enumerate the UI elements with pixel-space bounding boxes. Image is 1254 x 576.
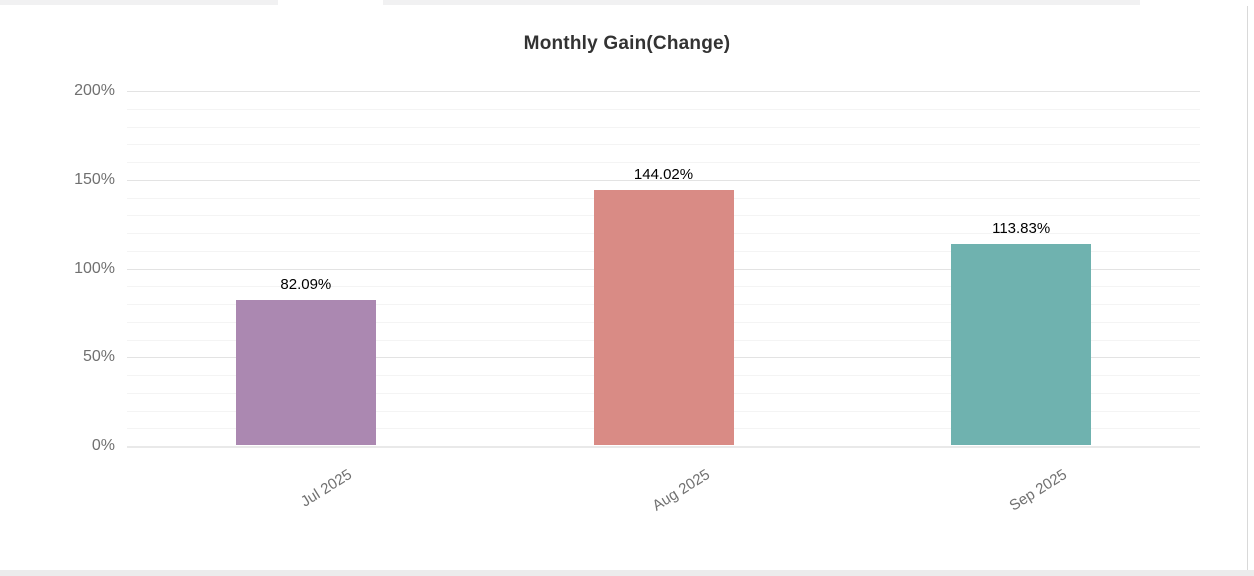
bar-value-label: 144.02% bbox=[633, 166, 694, 184]
gridline-minor bbox=[127, 126, 1200, 128]
y-tick-label: 0% bbox=[91, 437, 115, 454]
bar-jul-2025[interactable] bbox=[235, 300, 376, 445]
gridline-minor bbox=[127, 162, 1200, 163]
chart-title: Monthly Gain(Change) bbox=[523, 33, 731, 54]
gridline-major bbox=[127, 91, 1200, 92]
y-tick-label: 100% bbox=[74, 259, 115, 277]
y-tick-label: 200% bbox=[74, 82, 115, 99]
bar-sep-2025[interactable] bbox=[951, 243, 1092, 445]
x-tick-label: Sep 2025 bbox=[1006, 466, 1071, 515]
bar-value-label: 113.83% bbox=[992, 219, 1051, 237]
scrollbar-track[interactable] bbox=[1247, 6, 1248, 570]
bottom-edge-strip bbox=[0, 570, 1254, 576]
x-tick-label: Aug 2025 bbox=[649, 466, 713, 515]
x-axis-baseline bbox=[127, 446, 1200, 448]
bar-value-label: 82.09% bbox=[280, 276, 332, 294]
gridline-minor bbox=[127, 144, 1200, 146]
y-tick-label: 50% bbox=[82, 348, 115, 366]
top-edge-strip-middle bbox=[383, 0, 1140, 5]
gridline-major bbox=[127, 179, 1200, 181]
top-edge-strip-left bbox=[0, 0, 278, 5]
gridline-minor bbox=[127, 108, 1200, 110]
y-tick-label: 150% bbox=[74, 170, 115, 188]
bar-aug-2025[interactable] bbox=[593, 190, 734, 445]
x-tick-label: Jul 2025 bbox=[297, 466, 355, 511]
